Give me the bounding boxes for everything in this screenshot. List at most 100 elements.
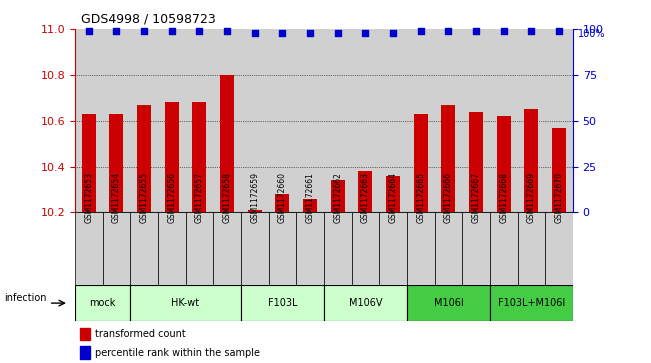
Bar bbox=[324, 29, 352, 212]
Bar bbox=[241, 29, 269, 212]
Point bbox=[83, 28, 94, 34]
Point bbox=[388, 30, 398, 36]
Bar bbox=[469, 111, 483, 212]
Bar bbox=[379, 29, 407, 212]
Text: M106V: M106V bbox=[349, 298, 382, 308]
Bar bbox=[130, 285, 241, 321]
Bar bbox=[497, 116, 510, 212]
Bar bbox=[75, 285, 130, 321]
Point bbox=[471, 28, 481, 34]
Text: transformed count: transformed count bbox=[95, 329, 186, 339]
Bar bbox=[303, 199, 317, 212]
Bar bbox=[213, 212, 241, 285]
Bar bbox=[490, 29, 518, 212]
Bar bbox=[186, 212, 213, 285]
Text: F103L+M106I: F103L+M106I bbox=[498, 298, 565, 308]
Bar bbox=[80, 327, 90, 340]
Point bbox=[526, 28, 536, 34]
Bar bbox=[414, 114, 428, 212]
Bar bbox=[213, 29, 241, 212]
Text: GSM1172658: GSM1172658 bbox=[223, 172, 232, 223]
Bar bbox=[193, 102, 206, 212]
Bar bbox=[462, 212, 490, 285]
Bar bbox=[435, 29, 462, 212]
Bar bbox=[324, 212, 352, 285]
Bar bbox=[545, 212, 573, 285]
Text: GSM1172667: GSM1172667 bbox=[471, 172, 480, 223]
Bar bbox=[80, 346, 90, 359]
Point bbox=[443, 28, 454, 34]
Bar bbox=[352, 212, 379, 285]
Bar bbox=[407, 285, 490, 321]
Point bbox=[194, 28, 204, 34]
Point bbox=[111, 28, 122, 34]
Bar bbox=[75, 29, 103, 212]
Text: GSM1172665: GSM1172665 bbox=[416, 172, 425, 223]
Bar bbox=[75, 212, 103, 285]
Point bbox=[499, 28, 509, 34]
Point bbox=[222, 28, 232, 34]
Text: GSM1172663: GSM1172663 bbox=[361, 172, 370, 223]
Point bbox=[360, 30, 370, 36]
Text: GSM1172656: GSM1172656 bbox=[167, 172, 176, 223]
Text: GSM1172670: GSM1172670 bbox=[555, 172, 564, 223]
Text: F103L: F103L bbox=[268, 298, 297, 308]
Point bbox=[333, 30, 343, 36]
Text: mock: mock bbox=[89, 298, 116, 308]
Point bbox=[554, 28, 564, 34]
Bar bbox=[82, 114, 96, 212]
Bar bbox=[386, 176, 400, 212]
Bar bbox=[268, 29, 296, 212]
Bar bbox=[331, 180, 344, 212]
Point bbox=[139, 28, 149, 34]
Bar bbox=[248, 210, 262, 212]
Bar bbox=[545, 29, 573, 212]
Bar bbox=[109, 114, 123, 212]
Bar bbox=[275, 194, 289, 212]
Bar bbox=[435, 212, 462, 285]
Text: GSM1172668: GSM1172668 bbox=[499, 172, 508, 223]
Text: percentile rank within the sample: percentile rank within the sample bbox=[95, 347, 260, 358]
Bar bbox=[165, 102, 178, 212]
Text: GSM1172654: GSM1172654 bbox=[112, 172, 121, 223]
Bar bbox=[352, 29, 379, 212]
Text: GSM1172669: GSM1172669 bbox=[527, 172, 536, 223]
Bar bbox=[407, 29, 435, 212]
Point bbox=[415, 28, 426, 34]
Bar bbox=[186, 29, 213, 212]
Bar bbox=[324, 285, 407, 321]
Bar bbox=[462, 29, 490, 212]
Text: GSM1172657: GSM1172657 bbox=[195, 172, 204, 223]
Text: GSM1172659: GSM1172659 bbox=[250, 172, 259, 223]
Text: GSM1172662: GSM1172662 bbox=[333, 172, 342, 223]
Bar bbox=[296, 29, 324, 212]
Text: GSM1172660: GSM1172660 bbox=[278, 172, 287, 223]
Bar bbox=[130, 29, 158, 212]
Bar bbox=[130, 212, 158, 285]
Bar bbox=[490, 285, 573, 321]
Bar bbox=[103, 212, 130, 285]
Text: infection: infection bbox=[4, 293, 46, 303]
Bar bbox=[103, 29, 130, 212]
Bar bbox=[296, 212, 324, 285]
Bar bbox=[525, 109, 538, 212]
Point bbox=[249, 30, 260, 36]
Text: GDS4998 / 10598723: GDS4998 / 10598723 bbox=[81, 12, 216, 25]
Bar bbox=[490, 212, 518, 285]
Text: GSM1172664: GSM1172664 bbox=[389, 172, 398, 223]
Bar bbox=[518, 29, 545, 212]
Text: GSM1172661: GSM1172661 bbox=[305, 172, 314, 223]
Point bbox=[305, 30, 315, 36]
Point bbox=[167, 28, 177, 34]
Point bbox=[277, 30, 288, 36]
Bar bbox=[241, 285, 324, 321]
Bar bbox=[220, 75, 234, 212]
Bar bbox=[441, 105, 455, 212]
Bar bbox=[241, 212, 269, 285]
Bar bbox=[552, 127, 566, 212]
Text: GSM1172666: GSM1172666 bbox=[444, 172, 453, 223]
Bar bbox=[379, 212, 407, 285]
Bar bbox=[158, 212, 186, 285]
Text: GSM1172655: GSM1172655 bbox=[139, 172, 148, 223]
Bar bbox=[359, 171, 372, 212]
